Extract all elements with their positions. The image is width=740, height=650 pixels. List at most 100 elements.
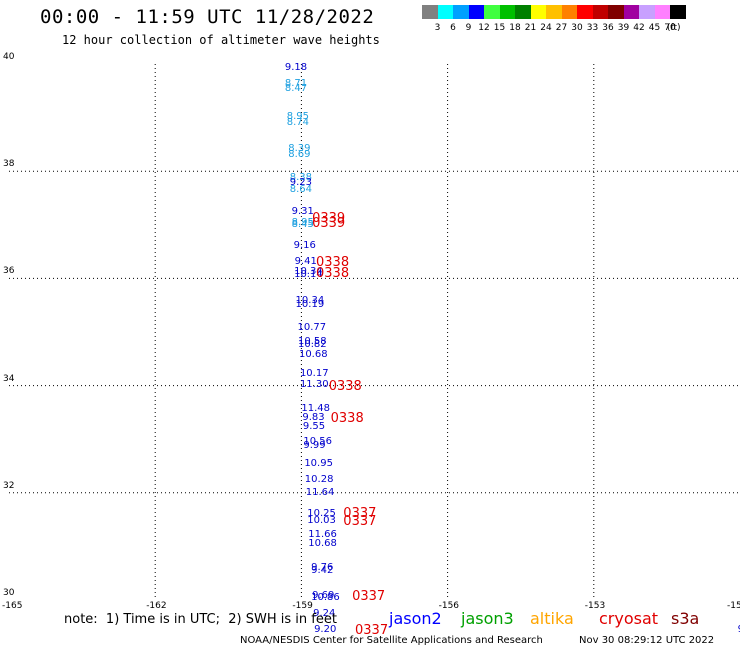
pass-time-label: 0339 (312, 211, 346, 227)
color-scale-label: 45 (648, 23, 661, 33)
color-scale-label: 6 (450, 23, 456, 33)
wave-height-reading: 9.18 (284, 62, 308, 74)
wave-height-reading: 8.38 (289, 172, 312, 184)
pass-time-label: 0337 (352, 589, 386, 605)
note-text: note: 1) Time is in UTC; 2) SWH is in fe… (64, 612, 337, 627)
latitude-tick-label: 36 (3, 266, 15, 277)
color-swatch (437, 5, 453, 19)
pass-time-label: 0337 (343, 513, 377, 529)
color-scale-label: 18 (509, 23, 521, 33)
color-scale-label: 39 (617, 23, 630, 33)
color-scale-label: 3 (434, 23, 441, 33)
color-scale-label: 70 (664, 23, 676, 33)
wave-height-reading: 11.48 (301, 402, 331, 414)
wave-height-reading: 8.69 (288, 149, 311, 161)
wave-height-reading: 11.30 (299, 378, 329, 390)
color-scale-label: 27 (555, 23, 568, 33)
wave-height-reading: 10.34 (294, 266, 323, 278)
wave-height-reading: 8.71 (284, 78, 308, 90)
color-swatch (484, 5, 500, 19)
wave-height-reading: 10.68 (308, 538, 337, 550)
pass-time-label: 0338 (330, 410, 364, 426)
wave-height-reading: 9.41 (294, 256, 317, 268)
wave-height-reading: 8.95 (286, 110, 310, 122)
wave-height-reading: 10.03 (307, 515, 336, 527)
pass-time-label: 0339 (312, 215, 346, 231)
satellite-legend-s3a: s3a (671, 609, 700, 628)
wave-height-reading: 10.56 (303, 436, 332, 448)
page-title: 00:00 - 11:59 UTC 11/28/2022 (40, 6, 375, 28)
color-scale-label: 30 (571, 23, 583, 33)
color-swatch (453, 5, 469, 19)
wave-height-reading: 10.82 (297, 339, 327, 351)
wave-height-reading: 11.66 (308, 528, 337, 540)
longitude-tick-label: -156 (438, 601, 460, 611)
latitude-tick-label: 30 (3, 588, 15, 598)
color-swatch (499, 5, 515, 19)
longitude-tick-label: -15 (727, 601, 740, 611)
wave-height-reading: 10.25 (307, 508, 336, 520)
wave-height-reading: 10.28 (304, 474, 334, 485)
wave-height-reading: 9.99 (303, 439, 326, 451)
pass-time-label: 0337 (343, 506, 377, 522)
satellite-legend-altika: altika (530, 609, 574, 628)
satellite-legend-jason3: jason3 (461, 609, 514, 628)
wave-height-reading: 10.58 (297, 335, 327, 347)
longitude-tick-label: -159 (292, 601, 313, 611)
credit-text: NOAA/NESDIS Center for Satellite Applica… (240, 635, 543, 646)
color-swatch (546, 5, 562, 19)
wave-height-reading: 9.83 (302, 412, 325, 424)
color-scale-label: 9 (465, 23, 472, 33)
wave-height-reading: 8.45 (291, 219, 314, 231)
color-scale-label: 33 (586, 23, 599, 33)
wave-height-reading: 10.95 (304, 457, 333, 469)
wave-height-reading: 10.14 (294, 268, 323, 280)
wave-height-reading: 8.95 (291, 216, 314, 228)
wave-height-reading: 9.55 (302, 421, 326, 433)
wave-height-reading: 8.74 (286, 117, 310, 129)
color-swatch (468, 5, 484, 19)
latitude-tick-label: 32 (3, 480, 15, 491)
wave-height-reading: 8.47 (284, 82, 308, 94)
longitude-tick-label: -153 (584, 601, 606, 611)
color-scale-label: 21 (524, 23, 537, 33)
latitude-tick-label: 38 (3, 159, 15, 170)
pass-time-label: 0337 (355, 623, 389, 639)
wave-height-reading: 11.64 (305, 486, 335, 498)
satellite-legend-jason2: jason2 (389, 609, 442, 628)
color-scale-label: (ft) (666, 23, 681, 33)
wave-height-reading: 8.64 (289, 184, 312, 196)
color-scale-label: 15 (493, 23, 506, 33)
wave-height-reading: 9.20 (314, 624, 337, 636)
map-grid (9, 64, 740, 600)
wave-height-reading: 10.86 (311, 592, 340, 604)
wave-height-reading: 10.34 (295, 294, 325, 306)
page-subtitle: 12 hour collection of altimeter wave hei… (62, 33, 380, 47)
latitude-tick-label: 40 (3, 52, 15, 62)
color-swatch (422, 5, 438, 19)
wave-height-reading: 10.68 (298, 349, 328, 361)
wave-height-reading: 9 (738, 624, 740, 635)
pass-time-label: 0338 (316, 266, 350, 282)
color-swatch (654, 5, 670, 19)
color-swatch (515, 5, 531, 19)
color-swatch (608, 5, 624, 19)
wave-height-reading: 9.69 (312, 589, 335, 601)
wave-height-reading: 9.76 (311, 561, 334, 573)
timestamp-text: Nov 30 08:29:12 UTC 2022 (579, 635, 715, 646)
color-swatch (592, 5, 608, 19)
color-swatch (639, 5, 655, 19)
wave-height-reading: 8.39 (288, 142, 311, 154)
pass-time-label: 0338 (316, 254, 350, 270)
longitude-tick-label: -165 (2, 601, 23, 611)
wave-height-reading: 10.17 (299, 367, 329, 379)
map-plot (9, 64, 740, 614)
wave-height-reading: 9.42 (311, 565, 334, 577)
color-swatch (530, 5, 546, 19)
wave-height-reading: 9.23 (289, 177, 312, 189)
color-scale-label: 36 (602, 23, 614, 33)
longitude-tick-label: -162 (146, 601, 167, 611)
color-swatch (577, 5, 593, 19)
wave-height-reading: 10.77 (297, 322, 327, 334)
wave-height-reading: 9.16 (293, 240, 316, 252)
